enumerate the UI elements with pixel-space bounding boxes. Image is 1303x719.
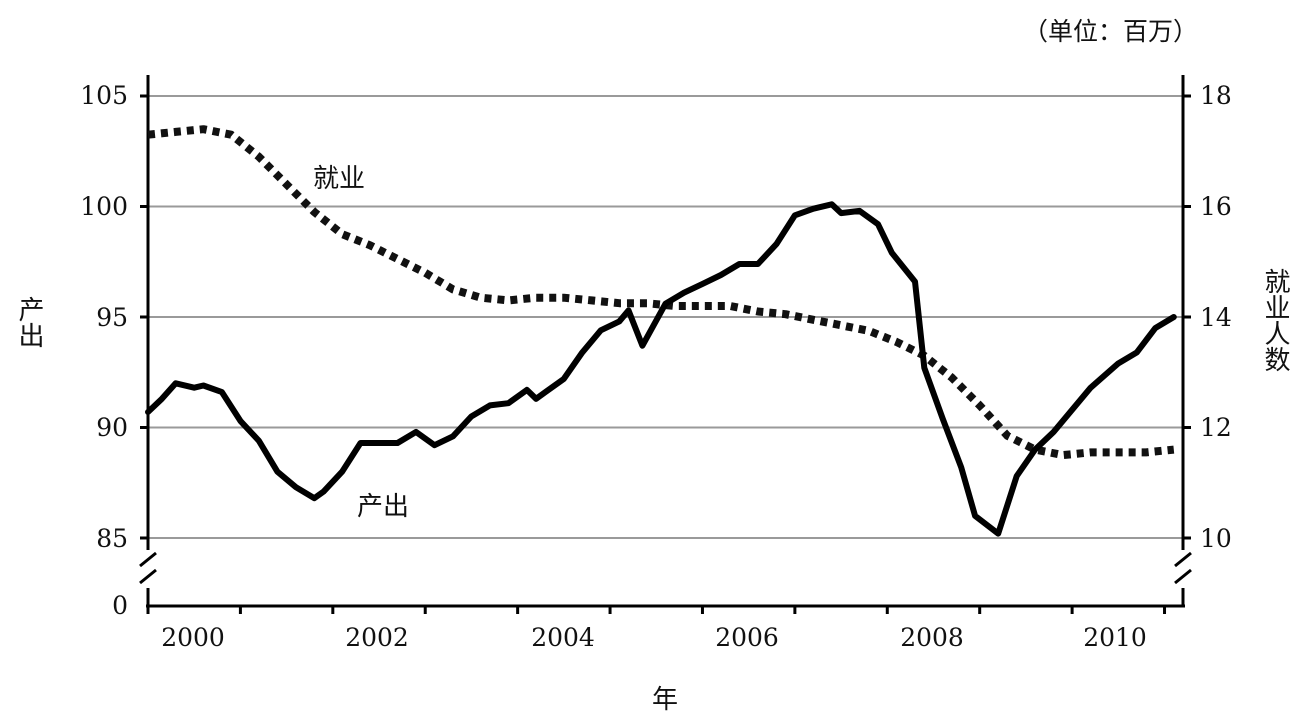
left-tick-label: 100 bbox=[80, 192, 128, 221]
x-tick-label: 2008 bbox=[900, 623, 964, 652]
right-tick-label: 10 bbox=[1200, 524, 1232, 553]
x-tick-label: 2000 bbox=[161, 623, 225, 652]
x-axis-label: 年 bbox=[652, 685, 678, 715]
series-line-output bbox=[145, 201, 1177, 537]
right-axis-label: 就业人数 bbox=[1260, 268, 1290, 372]
series-line-employment bbox=[147, 125, 1175, 460]
annotation-employment: 就业 bbox=[313, 164, 365, 194]
right-axis-break bbox=[1174, 551, 1192, 585]
x-tick-label: 2010 bbox=[1083, 623, 1147, 652]
left-tick-label: 105 bbox=[80, 81, 128, 110]
annotation-output: 产出 bbox=[357, 492, 409, 522]
x-tick-labels: 2000 2002 2004 2006 2008 2010 bbox=[161, 623, 1147, 652]
left-tick-label: 90 bbox=[96, 413, 128, 442]
right-tick-label: 18 bbox=[1200, 81, 1232, 110]
right-tick-label: 16 bbox=[1200, 192, 1232, 221]
left-zero-tick-label: 0 bbox=[112, 591, 128, 620]
gridlines bbox=[148, 95, 1183, 539]
right-tick-label: 14 bbox=[1200, 303, 1232, 332]
left-axis-break bbox=[139, 551, 157, 585]
left-tick-label: 85 bbox=[96, 524, 128, 553]
left-tick-labels: 105 100 95 90 85 0 bbox=[80, 81, 128, 620]
left-axis-label: 产出 bbox=[14, 296, 44, 348]
x-tick-label: 2006 bbox=[715, 623, 779, 652]
x-tick-label: 2002 bbox=[345, 623, 409, 652]
right-tick-label: 12 bbox=[1200, 413, 1232, 442]
x-tick-label: 2004 bbox=[531, 623, 595, 652]
unit-note: （单位：百万） bbox=[1023, 17, 1198, 46]
axis-ticks bbox=[140, 94, 1191, 614]
left-tick-label: 95 bbox=[96, 303, 128, 332]
axes bbox=[139, 75, 1192, 608]
right-tick-labels: 18 16 14 12 10 bbox=[1200, 81, 1232, 553]
